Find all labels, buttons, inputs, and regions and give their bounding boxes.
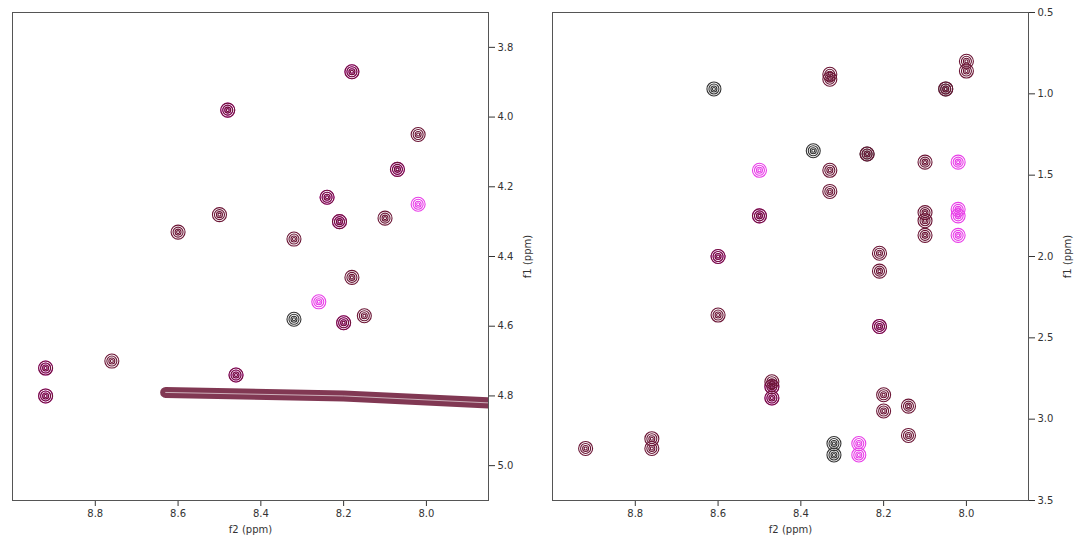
svg-text:3.8: 3.8: [498, 42, 514, 53]
svg-text:f1 (ppm): f1 (ppm): [1062, 235, 1073, 278]
svg-text:1.5: 1.5: [1038, 169, 1054, 180]
svg-text:8.2: 8.2: [876, 508, 892, 519]
svg-text:f1 (ppm): f1 (ppm): [522, 235, 533, 278]
svg-text:8.0: 8.0: [958, 508, 974, 519]
svg-text:1.0: 1.0: [1038, 88, 1054, 99]
svg-text:4.4: 4.4: [498, 251, 514, 262]
svg-text:2.5: 2.5: [1038, 332, 1054, 343]
svg-text:4.0: 4.0: [498, 111, 514, 122]
svg-text:8.8: 8.8: [87, 508, 103, 519]
svg-text:8.4: 8.4: [793, 508, 809, 519]
svg-text:4.8: 4.8: [498, 390, 514, 401]
svg-text:8.8: 8.8: [627, 508, 643, 519]
svg-text:8.4: 8.4: [253, 508, 269, 519]
svg-text:4.2: 4.2: [498, 181, 514, 192]
svg-text:4.6: 4.6: [498, 320, 514, 331]
svg-text:5.0: 5.0: [498, 460, 514, 471]
svg-text:3.5: 3.5: [1038, 495, 1054, 506]
svg-text:3.0: 3.0: [1038, 413, 1054, 424]
svg-text:2.0: 2.0: [1038, 251, 1054, 262]
svg-text:0.5: 0.5: [1038, 7, 1054, 18]
svg-text:f2 (ppm): f2 (ppm): [229, 524, 272, 535]
svg-text:8.6: 8.6: [710, 508, 726, 519]
svg-text:8.0: 8.0: [418, 508, 434, 519]
svg-text:f2 (ppm): f2 (ppm): [769, 524, 812, 535]
svg-text:8.6: 8.6: [170, 508, 186, 519]
svg-text:8.2: 8.2: [336, 508, 352, 519]
